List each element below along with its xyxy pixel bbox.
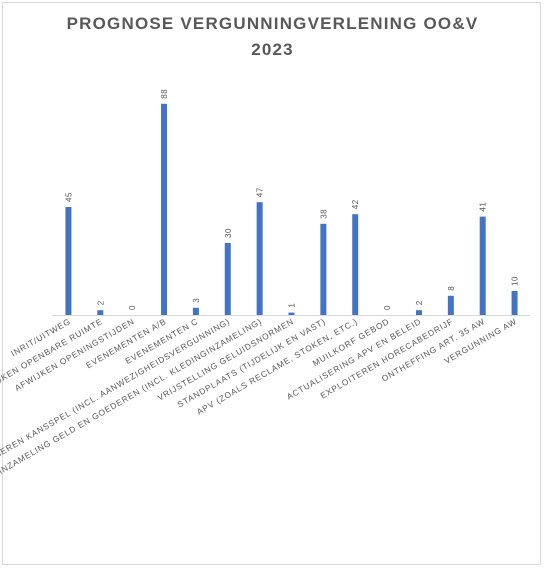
- data-label-12: 2: [415, 300, 424, 305]
- bar-10: [352, 214, 359, 315]
- bar-7: [256, 202, 263, 315]
- chart-title-line-1: PROGNOSE VERGUNNINGVERLENING OO&V: [66, 14, 479, 33]
- data-label-11: 0: [383, 305, 392, 310]
- bar-6: [224, 243, 231, 315]
- bar-15: [511, 291, 518, 315]
- data-label-9: 38: [319, 209, 328, 219]
- bar-14: [479, 216, 486, 315]
- chart-title-line-2: 2023: [251, 40, 294, 59]
- data-label-14: 41: [479, 202, 488, 212]
- chart-frame: [2, 2, 541, 565]
- bar-1: [65, 207, 72, 315]
- data-label-3: 0: [128, 305, 137, 310]
- data-label-10: 42: [351, 199, 360, 209]
- data-label-6: 30: [224, 228, 233, 238]
- bar-13: [447, 295, 454, 315]
- data-label-4: 88: [160, 89, 169, 99]
- data-label-8: 1: [288, 303, 297, 308]
- data-label-13: 8: [447, 286, 456, 291]
- chart-title: PROGNOSE VERGUNNINGVERLENING OO&V 2023: [0, 11, 545, 63]
- bar-9: [320, 223, 327, 315]
- data-labels-group: 45 2 0 88 3 30 47 1 38 42 0 2 8 41 10: [64, 89, 519, 310]
- data-label-7: 47: [256, 187, 265, 197]
- bar-12: [415, 310, 422, 315]
- bars-group: [65, 103, 518, 315]
- bar-4: [161, 103, 168, 315]
- data-label-15: 10: [511, 276, 520, 286]
- data-label-1: 45: [64, 192, 73, 202]
- data-label-2: 2: [96, 300, 105, 305]
- bar-2: [97, 310, 104, 315]
- data-label-5: 3: [192, 298, 201, 303]
- bar-5: [192, 307, 199, 315]
- bar-8: [288, 312, 295, 315]
